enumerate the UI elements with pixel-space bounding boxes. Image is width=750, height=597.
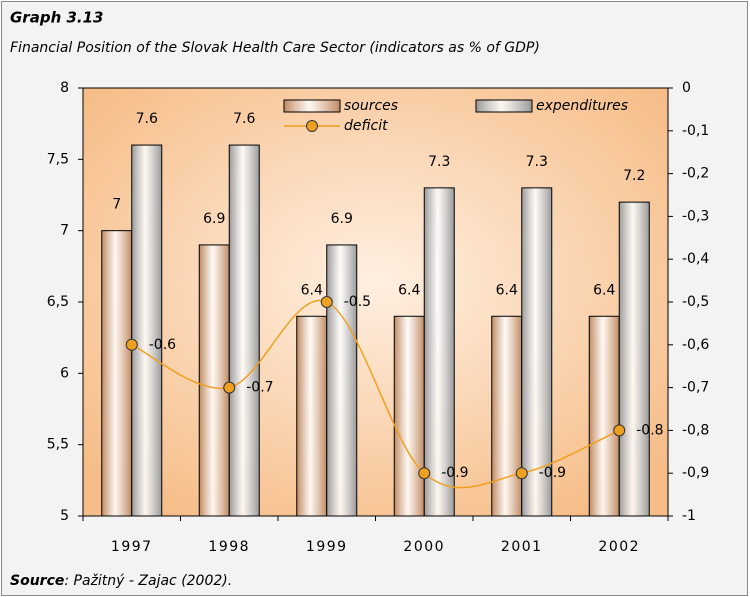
- y2-tick-label: -0,9: [682, 465, 709, 481]
- y2-tick-label: -0,5: [682, 294, 709, 310]
- deficit-marker: [125, 338, 138, 351]
- bar: [101, 230, 133, 517]
- y2-tick-label: -0,8: [682, 422, 709, 438]
- y2-tick-label: 0: [682, 80, 691, 96]
- bar: [521, 187, 553, 517]
- deficit-label: -0.5: [344, 294, 371, 310]
- deficit-marker: [515, 467, 528, 480]
- x-tick-label: 2001: [501, 539, 543, 555]
- bar-label: 7.2: [623, 168, 645, 184]
- bar: [131, 144, 163, 517]
- deficit-marker: [320, 296, 333, 308]
- y-tick-label: 7,5: [47, 151, 69, 167]
- source-text: : Pažitný - Zajac (2002).: [64, 573, 232, 589]
- y-tick-label: 8: [60, 80, 69, 96]
- deficit-label: -0.6: [149, 337, 176, 353]
- y2-tick-label: -0,4: [682, 251, 709, 267]
- deficit-label: -0.8: [636, 422, 663, 438]
- legend-label: sources: [344, 98, 398, 114]
- bar-label: 7.3: [428, 154, 450, 170]
- legend-swatch: [475, 99, 533, 113]
- y2-tick-label: -0,3: [682, 208, 709, 224]
- y2-tick-label: -0,7: [682, 380, 709, 396]
- deficit-marker: [223, 381, 236, 394]
- x-tick-label: 1997: [111, 539, 153, 555]
- bar-label: 7.6: [233, 111, 255, 127]
- legend-label: deficit: [344, 118, 388, 134]
- plot-background: [83, 88, 668, 516]
- bar-label: 7: [112, 197, 121, 213]
- y-tick-label: 6: [60, 365, 69, 381]
- y2-tick-label: -0,6: [682, 337, 709, 353]
- bar: [588, 315, 620, 517]
- legend-marker: [306, 120, 318, 132]
- y-tick-label: 6,5: [47, 294, 69, 310]
- bar-label: 6.4: [593, 282, 615, 298]
- bar-label: 6.4: [301, 282, 323, 298]
- bar: [393, 315, 425, 517]
- bar-label: 6.9: [331, 211, 353, 227]
- deficit-label: -0.9: [539, 465, 566, 481]
- x-tick-label: 1998: [208, 539, 250, 555]
- source: Source: Pažitný - Zajac (2002).: [10, 573, 232, 589]
- legend-swatch: [283, 99, 341, 113]
- y-tick-label: 7: [60, 223, 69, 239]
- deficit-marker: [613, 424, 626, 437]
- bar-label: 7.6: [136, 111, 158, 127]
- bar: [296, 315, 328, 517]
- bar-label: 7.3: [526, 154, 548, 170]
- chart-title: Graph 3.13: [10, 9, 103, 27]
- y2-tick-label: -1: [682, 508, 696, 524]
- bar: [326, 244, 358, 517]
- chart-subtitle: Financial Position of the Slovak Health …: [10, 40, 540, 56]
- bar: [491, 315, 523, 517]
- y-tick-label: 5: [60, 508, 69, 524]
- bar: [198, 244, 230, 517]
- bar: [228, 144, 260, 517]
- y2-tick-label: -0,2: [682, 166, 709, 182]
- x-tick-label: 2002: [598, 539, 640, 555]
- deficit-marker: [418, 467, 431, 480]
- y2-tick-label: -0,1: [682, 123, 709, 139]
- bar-label: 6.4: [496, 282, 518, 298]
- bar: [618, 201, 650, 517]
- y-tick-label: 5,5: [47, 437, 69, 453]
- x-tick-label: 1999: [306, 539, 348, 555]
- legend-label: expenditures: [536, 98, 628, 114]
- bar-label: 6.9: [203, 211, 225, 227]
- source-label: Source: [10, 573, 64, 589]
- deficit-label: -0.9: [441, 465, 468, 481]
- x-tick-label: 2000: [403, 539, 445, 555]
- bar-label: 6.4: [398, 282, 420, 298]
- deficit-label: -0.7: [246, 380, 273, 396]
- bar: [423, 187, 455, 517]
